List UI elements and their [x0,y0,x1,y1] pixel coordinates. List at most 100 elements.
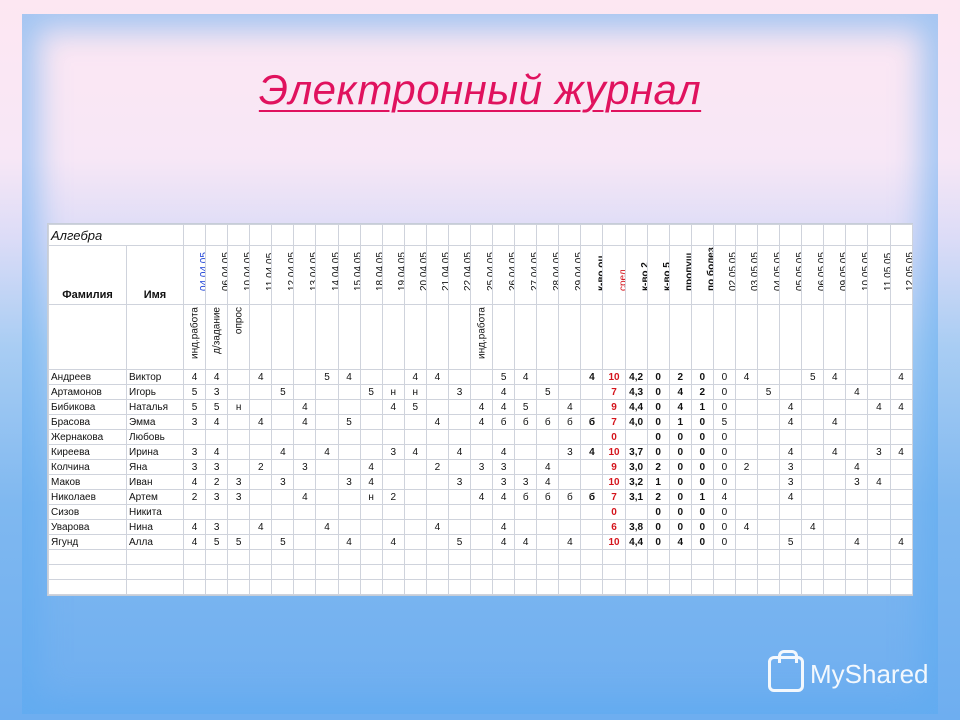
grade-cell: 0 [712,534,736,550]
grade-cell [889,489,913,505]
grade-cell [889,459,913,475]
grade-cell [381,504,405,520]
activity-header [867,304,891,370]
empty-cell [447,224,472,246]
grade-cell [403,429,427,445]
surname-cell: Николаев [48,489,127,505]
empty-cell [823,579,847,595]
grade-cell: 0 [646,534,670,550]
grade-cell: 0 [668,519,692,535]
grade-cell [403,474,427,490]
gradebook-table: Алгебра Фамилия Имя 04.04.05 06.04.05 10.04.0… [48,224,913,595]
grade-cell [182,504,207,520]
grade-cell [425,504,449,520]
grade-cell: 4 [425,369,449,385]
grade-cell: н [403,384,427,400]
name-cell: Нина [126,519,184,535]
activity-header [779,304,803,370]
empty-cell [126,304,184,370]
grade-cell: 10 [602,534,626,550]
grade-cell: 4 [845,534,869,550]
empty-cell [447,564,472,580]
empty-cell [492,224,516,246]
column-header-label: 28.04.05 [551,252,559,291]
grade-cell [381,369,405,385]
column-header: 02.05.05 [712,245,736,305]
grade-cell [823,474,847,490]
grade-cell [293,444,317,460]
grade-cell [558,519,582,535]
empty-cell [315,564,339,580]
column-header-label: к-во оц [595,255,603,292]
grade-cell: 7 [602,384,626,400]
column-header: сред [602,245,626,305]
empty-cell [690,579,714,595]
grade-cell: 3 [205,459,229,475]
empty-cell [646,549,670,565]
grade-cell: 3 [205,384,229,400]
empty-cell [48,579,127,595]
empty-cell [690,564,714,580]
empty-cell [359,549,383,565]
empty-cell [801,549,825,565]
empty-cell [337,579,361,595]
grade-cell [249,399,273,415]
column-header: 18.04.05 [359,245,383,305]
grade-cell [867,519,891,535]
grade-cell [757,429,781,445]
grade-cell: 4 [779,414,803,430]
column-header-label: 06.04.05 [220,252,228,291]
surname-cell: Бибикова [48,399,127,415]
grade-cell: 5 [227,534,251,550]
grade-cell [447,504,472,520]
column-header-label: 02.05.05 [728,252,736,291]
grade-cell: 4 [779,399,803,415]
empty-cell [205,549,229,565]
empty-cell [403,224,427,246]
grade-cell: 3,8 [624,519,648,535]
empty-cell [337,549,361,565]
activity-header: д/задание [205,304,229,370]
empty-cell [580,549,604,565]
grade-cell: 4 [182,474,207,490]
empty-cell [126,579,184,595]
column-header-label: 06.05.05 [816,252,824,291]
grade-cell [514,459,538,475]
grade-cell: 4 [249,414,273,430]
grade-cell [425,489,449,505]
grade-cell: 5 [182,399,207,415]
grade-cell: 0 [646,504,670,520]
empty-cell [646,564,670,580]
grade-cell [757,459,781,475]
column-header-label: 03.05.05 [750,252,758,291]
grade-cell [381,414,405,430]
grade-cell [447,429,472,445]
empty-cell [337,564,361,580]
activity-header: опрос [227,304,251,370]
grade-cell [536,369,560,385]
empty-cell [536,549,560,565]
grade-cell [447,459,472,475]
grade-cell [580,384,604,400]
table-row: Андреев Виктор 4 4 4 5 4 4 4 5 4 4 10 4,2 0 2 0 0 4 5 4 4 [48,369,913,385]
grade-cell: 3 [867,444,891,460]
surname-header-label: Фамилия [62,289,113,301]
grade-cell: 5 [801,369,825,385]
grade-cell [867,504,891,520]
surname-cell: Жернакова [48,429,127,445]
activity-header [425,304,449,370]
grade-cell [315,414,339,430]
empty-cell [558,564,582,580]
column-header: 11.04.05 [249,245,273,305]
activity-header [293,304,317,370]
grade-cell [359,429,383,445]
column-header: к-во 5 [646,245,670,305]
grade-cell: 2 [205,474,229,490]
grade-cell [845,414,869,430]
grade-cell [337,429,361,445]
empty-cell [227,564,251,580]
column-header-label: 18.04.05 [375,252,383,291]
grade-cell [293,429,317,445]
table-row: Уварова Нина 4 3 4 4 4 4 6 3,8 0 0 0 0 4 4 [48,519,913,535]
column-header-label: 22.04.05 [463,252,471,291]
